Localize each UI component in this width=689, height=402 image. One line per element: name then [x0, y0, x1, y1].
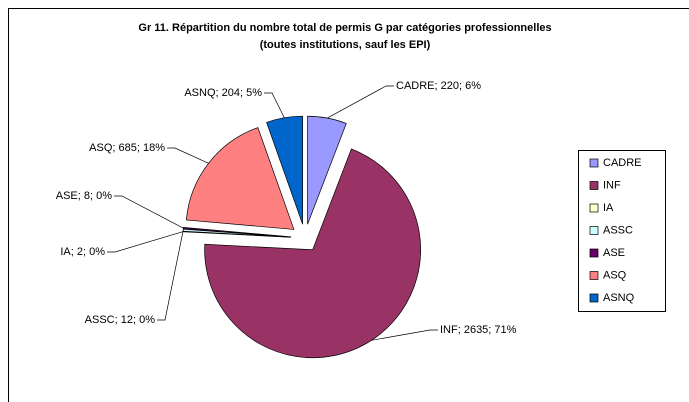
- data-label: ASE; 8; 0%: [56, 190, 112, 202]
- data-label: ASQ; 685; 18%: [89, 142, 165, 154]
- data-label: ASSC; 12; 0%: [85, 314, 156, 326]
- legend-label: INF: [603, 179, 621, 191]
- legend-label: CADRE: [603, 157, 642, 169]
- legend-swatch: [589, 181, 599, 190]
- legend-swatch: [589, 203, 599, 213]
- chart-title: Gr 11. Répartition du nombre total de pe…: [138, 22, 551, 34]
- legend-swatch: [589, 293, 599, 303]
- data-label: CADRE; 220; 6%: [396, 80, 481, 92]
- legend-label: IA: [603, 202, 614, 214]
- legend-label: ASQ: [603, 269, 627, 281]
- legend-swatch: [589, 248, 599, 258]
- legend-swatch: [589, 226, 599, 235]
- leader-line: [264, 92, 285, 118]
- leader-line: [114, 195, 184, 229]
- pie-slice: [266, 115, 303, 225]
- legend-label: ASE: [603, 247, 625, 259]
- leader-line: [107, 231, 184, 253]
- data-label: INF; 2635; 71%: [440, 324, 517, 336]
- data-label: IA; 2; 0%: [60, 246, 105, 258]
- leader-line: [157, 230, 184, 321]
- legend-label: ASSC: [603, 224, 633, 236]
- leader-line: [167, 147, 209, 164]
- legend-swatch: [589, 271, 599, 280]
- data-label: ASNQ; 204; 5%: [184, 87, 262, 99]
- legend-swatch: [589, 158, 599, 168]
- leader-line: [371, 329, 438, 341]
- pie-slice: [307, 115, 347, 225]
- pie-slice: [204, 148, 421, 359]
- legend-label: ASNQ: [603, 292, 635, 304]
- chart-subtitle: (toutes institutions, sauf les EPI): [260, 39, 431, 51]
- leader-line: [327, 85, 394, 119]
- pie-slice: [185, 127, 295, 230]
